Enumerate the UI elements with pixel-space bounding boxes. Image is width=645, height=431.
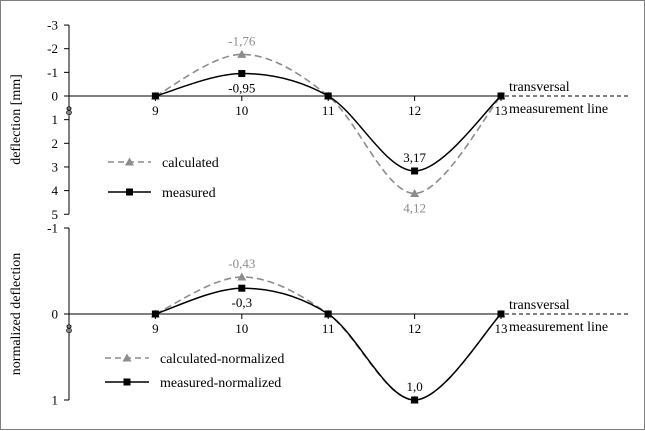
chart2-legend-marker-calculated-normalized (122, 353, 132, 362)
chart1-legend-label-measured: measured (162, 186, 216, 201)
chart2-series-line-measured-normalized (155, 287, 502, 401)
chart1-annotation-transversal: transversal (509, 80, 570, 95)
chart2-y-tick-label: 1 (52, 393, 59, 408)
chart2-point-measured-normalized (324, 310, 332, 318)
chart1-y-tick-label: 4 (52, 183, 59, 198)
chart1-x-tick-label: 13 (495, 103, 508, 118)
chart1-y-tick-label: 0 (52, 89, 59, 104)
chart2-point-measured-normalized (151, 310, 159, 318)
chart1-y-tick-label: 1 (52, 112, 59, 127)
chart2-data-label-measured-normalized: 1,0 (406, 379, 422, 394)
chart1-x-tick-label: 9 (152, 103, 159, 118)
chart1-data-label-calculated: -1,76 (228, 33, 256, 48)
chart2-point-measured-normalized (411, 396, 419, 404)
chart2-x-tick-label: 8 (66, 321, 73, 336)
chart1-point-measured (411, 167, 419, 175)
chart1-data-label-calculated: 4,12 (403, 200, 426, 215)
chart2-point-measured-normalized (497, 310, 505, 318)
chart2-annotation-transversal: transversal (509, 298, 570, 313)
chart1-legend-label-calculated: calculated (162, 156, 219, 171)
chart2-y-tick-label: -1 (47, 221, 58, 236)
chart2-y-axis-title: normalized deflection (9, 253, 24, 375)
chart1-point-measured (151, 92, 159, 100)
chart1-point-calculated (410, 188, 420, 197)
chart2-legend-marker-measured-normalized (123, 378, 131, 386)
chart2-y-tick-label: 0 (52, 307, 59, 322)
chart2-annotation-measurement-line: measurement line (509, 320, 608, 335)
chart2-data-label-measured-normalized: -0,3 (232, 295, 253, 310)
chart1-y-tick-label: 2 (52, 136, 59, 151)
chart1-y-tick-label: 3 (52, 159, 59, 174)
chart1-y-tick-label: -3 (47, 18, 58, 33)
chart1-point-measured (497, 92, 505, 100)
chart1-legend-marker-measured (126, 188, 133, 196)
chart1-point-measured (324, 92, 332, 100)
chart2-data-label-calculated-normalized: -0,43 (228, 256, 255, 271)
chart1-point-measured (238, 70, 246, 78)
chart1-y-axis-title: deflection [mm] (9, 74, 24, 165)
chart2-x-tick-label: 13 (495, 321, 508, 336)
chart2-x-tick-label: 12 (408, 321, 421, 336)
chart2-x-tick-label: 10 (235, 321, 248, 336)
chart1-annotation-measurement-line: measurement line (509, 102, 608, 117)
chart2-x-tick-label: 11 (322, 321, 335, 336)
chart1-data-label-measured: -0,95 (228, 81, 255, 96)
chart2-point-calculated-normalized (237, 272, 247, 281)
chart2-legend-label-measured-normalized: measured-normalized (160, 376, 281, 391)
chart2-x-tick-label: 9 (152, 321, 159, 336)
chart1-point-calculated (237, 49, 247, 58)
chart2-legend-label-calculated-normalized: calculated-normalized (160, 352, 284, 367)
chart1-legend-marker-calculated (125, 157, 134, 166)
chart1-x-tick-label: 12 (408, 103, 421, 118)
chart1-x-tick-label: 8 (66, 103, 73, 118)
chart1-y-tick-label: -1 (47, 65, 58, 80)
chart2-point-measured-normalized (238, 284, 246, 292)
chart1-series-line-measured (155, 72, 502, 172)
chart1-x-tick-label: 11 (322, 103, 335, 118)
chart1-data-label-measured: 3,17 (403, 150, 426, 165)
chart1-y-tick-label: -2 (47, 41, 58, 56)
chart1-x-tick-label: 10 (235, 103, 248, 118)
chart1-series-line-calculated (155, 53, 502, 195)
chart1-y-tick-label: 5 (52, 207, 59, 222)
